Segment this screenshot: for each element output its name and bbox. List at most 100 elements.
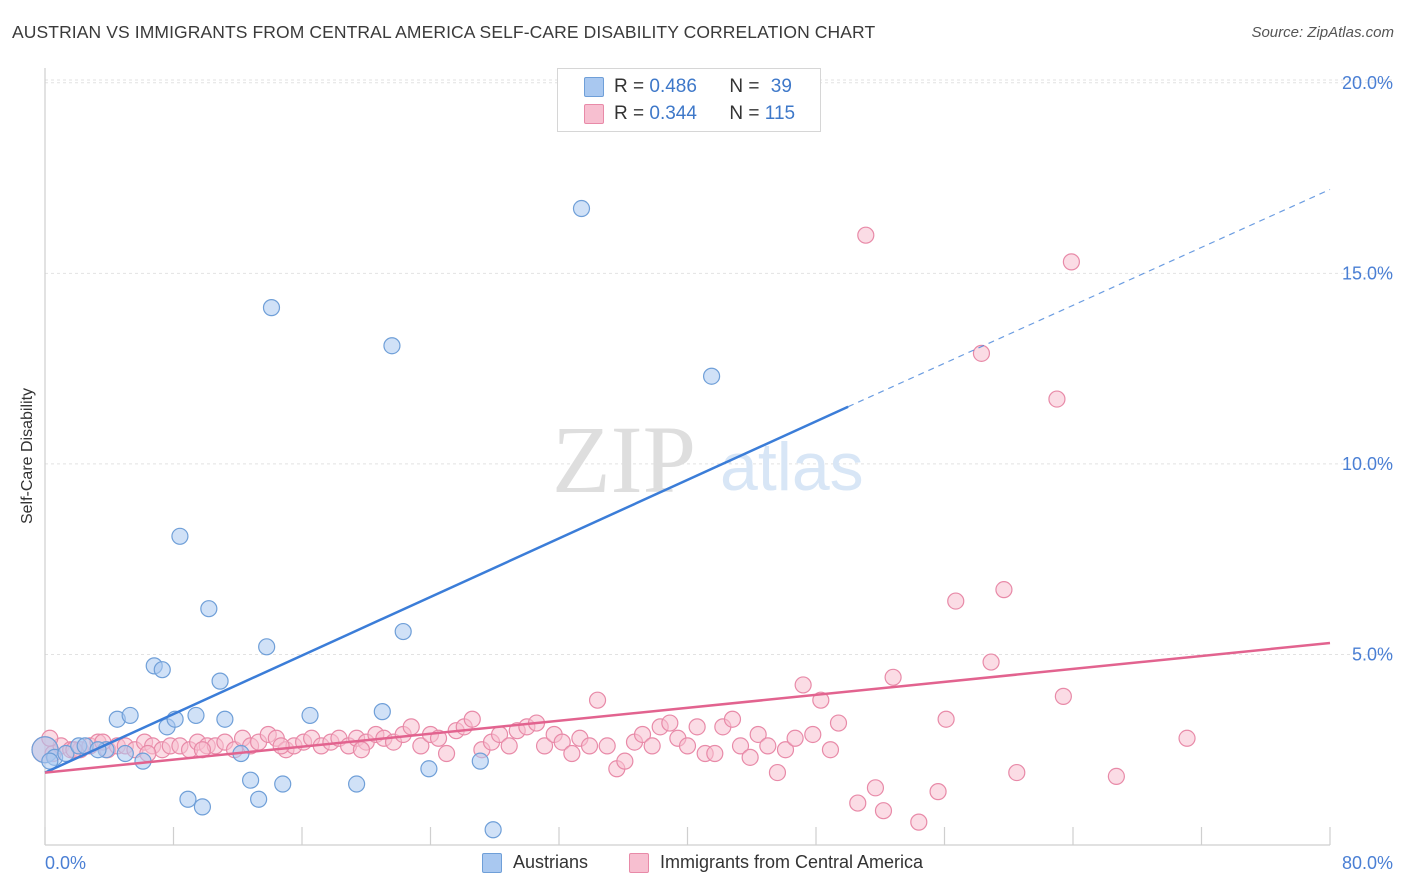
tick-labels: 5.0% 10.0% 15.0% 20.0% 0.0% 80.0% (45, 73, 1393, 873)
central-america-point (910, 813, 928, 831)
central-america-point (616, 752, 634, 770)
legend-n-label: N = (729, 103, 760, 124)
central-america-point (598, 737, 616, 755)
central-america-point (821, 741, 840, 759)
series-swatch-pink (629, 852, 649, 873)
austrian-point (57, 744, 75, 763)
central-america-point (706, 744, 724, 763)
central-america-point (352, 741, 371, 759)
central-america-point (866, 779, 885, 797)
central-america-point (678, 737, 697, 755)
central-america-point (402, 718, 420, 736)
legend-r-label: R = (614, 76, 645, 97)
central-america-point (412, 737, 430, 755)
central-america-point (749, 725, 767, 744)
austrian-point (471, 752, 489, 770)
legend-r-value: 0.344 (649, 103, 697, 124)
austrian-point (348, 775, 366, 793)
central-america-point (580, 737, 599, 755)
central-america-point (1054, 687, 1072, 705)
central-america-point (437, 744, 456, 763)
central-america-point (794, 676, 812, 694)
series-legend-label: Austrians (513, 852, 589, 872)
y-tick-label: 15.0% (1342, 263, 1393, 283)
watermark-zip: ZIP (552, 406, 696, 513)
central-america-point (1178, 729, 1196, 747)
central-america-point (982, 653, 1000, 671)
central-america-point (857, 226, 875, 244)
austrian-point (484, 821, 502, 839)
austrian-point (274, 775, 292, 793)
legend-r-label: R = (614, 103, 645, 124)
series-legend-austrians[interactable]: Austrians (482, 852, 588, 873)
austrian-point (373, 703, 391, 721)
central-america-point (804, 725, 822, 744)
legend-n-value: 115 (764, 103, 796, 124)
legend-r-value: 0.486 (649, 76, 697, 97)
austrian-point (262, 299, 281, 317)
austrian-point (211, 672, 229, 690)
central-america-point (535, 737, 554, 755)
central-america-point (829, 714, 848, 732)
central-america-point (1062, 253, 1080, 271)
central-america-point (500, 737, 518, 755)
central-america-point (661, 714, 679, 732)
central-america-point (849, 794, 867, 812)
austrian-point (383, 337, 401, 355)
grid-lines (45, 79, 1395, 655)
central-america-point (463, 710, 481, 728)
series-legend-central-america[interactable]: Immigrants from Central America (629, 852, 923, 873)
legend-swatch-pink (584, 104, 604, 124)
central-america-point (812, 691, 830, 709)
central-america-point (768, 763, 787, 782)
austrian-point (171, 527, 189, 545)
central-america-point (553, 733, 571, 751)
y-tick-label: 10.0% (1342, 454, 1393, 474)
central-america-point (884, 668, 902, 686)
central-america-point (1048, 390, 1066, 408)
central-america-point (643, 737, 661, 755)
austrian-point (179, 790, 197, 808)
central-america-point (776, 741, 795, 759)
central-america-point (972, 344, 991, 362)
austrian-point (116, 744, 134, 763)
central-america-point (272, 737, 290, 755)
central-america-point (947, 592, 965, 610)
legend-swatch-blue (584, 77, 604, 97)
y-tick-label: 20.0% (1342, 73, 1393, 93)
austrian-point (121, 706, 139, 725)
austrian-point (702, 367, 721, 385)
austrian-point (572, 199, 591, 218)
central-america-point (723, 710, 742, 728)
austrian-point (420, 760, 438, 778)
series-legend: Austrians Immigrants from Central Americ… (0, 852, 1406, 876)
chart-title: AUSTRIAN VS IMMIGRANTS FROM CENTRAL AMER… (12, 22, 876, 42)
austrian-point (200, 600, 218, 618)
y-tick-label: 5.0% (1352, 644, 1393, 664)
central-america-point (688, 718, 706, 736)
central-america-point (1008, 763, 1026, 782)
x-tick-label-min: 0.0% (45, 853, 86, 873)
legend-n-label: N = (729, 76, 760, 97)
central-america-point (731, 737, 750, 755)
legend-n-value: 39 (770, 76, 792, 97)
central-america-point (759, 737, 777, 755)
central-america-point (786, 729, 804, 747)
legend-row-central-america: R = 0.344 N = 115 (584, 103, 795, 125)
austrian-point (242, 771, 260, 789)
austrian-point (258, 638, 276, 656)
austrian-point (216, 710, 234, 728)
data-points (31, 199, 1196, 839)
austrians-trend-line (44, 405, 849, 774)
trend-lines (44, 188, 1331, 774)
austrian-point (301, 706, 319, 725)
chart-source: Source: ZipAtlas.com (1251, 24, 1394, 41)
austrian-point (187, 706, 205, 725)
central-america-point (995, 581, 1013, 599)
central-america-point (937, 710, 955, 728)
central-america-point (874, 802, 893, 820)
central-america-point (588, 691, 607, 709)
central-america-point (563, 744, 581, 763)
watermark: ZIP atlas (552, 406, 864, 513)
